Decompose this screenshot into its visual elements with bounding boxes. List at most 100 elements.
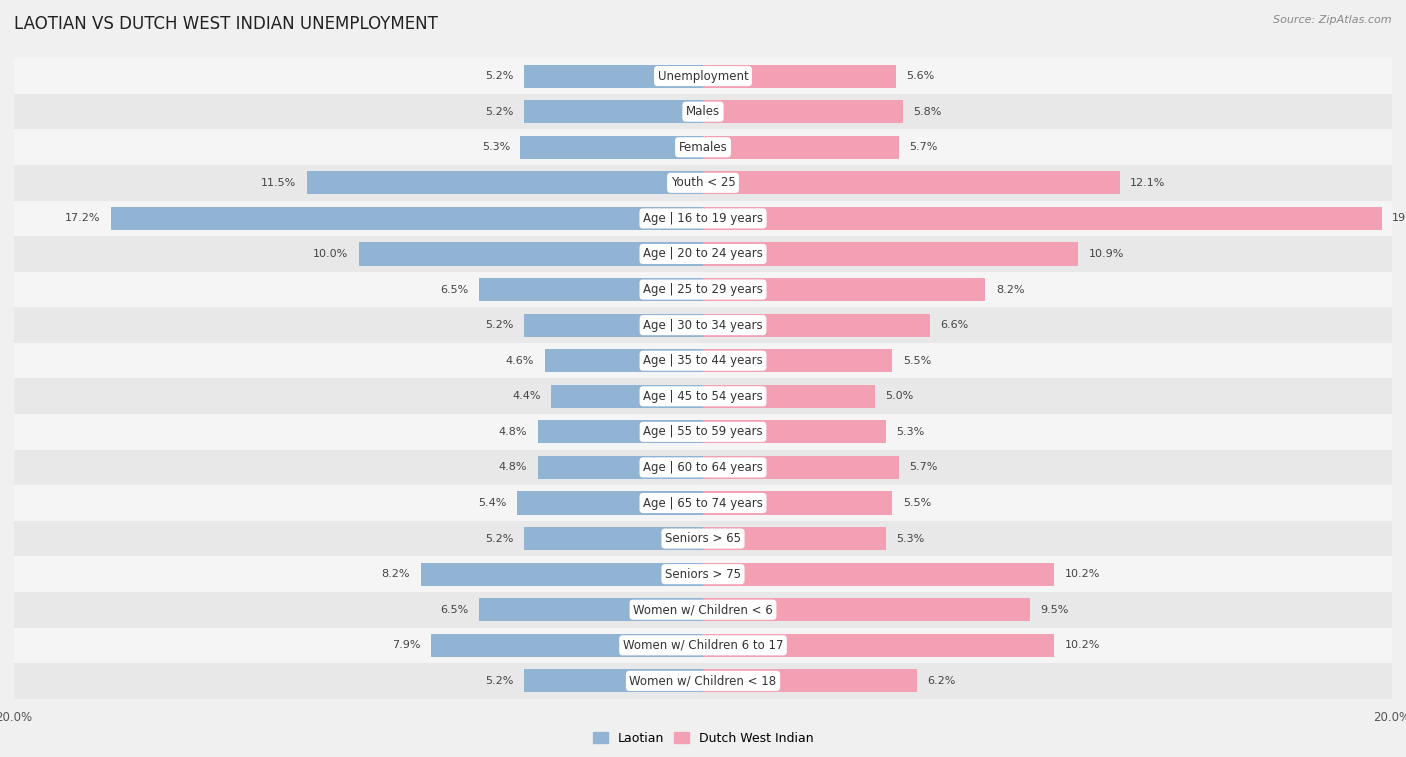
Text: Unemployment: Unemployment [658, 70, 748, 83]
Text: 5.2%: 5.2% [485, 676, 513, 686]
Text: Age | 30 to 34 years: Age | 30 to 34 years [643, 319, 763, 332]
Bar [14, 236, 1392, 272]
Text: Women w/ Children < 6: Women w/ Children < 6 [633, 603, 773, 616]
Bar [703, 385, 875, 408]
Text: 4.8%: 4.8% [499, 427, 527, 437]
Text: 8.2%: 8.2% [995, 285, 1025, 294]
Text: 5.2%: 5.2% [485, 107, 513, 117]
Bar [14, 592, 1392, 628]
Bar [703, 207, 1382, 230]
Text: Age | 20 to 24 years: Age | 20 to 24 years [643, 248, 763, 260]
Bar [14, 414, 1392, 450]
Bar [524, 64, 703, 88]
Text: 11.5%: 11.5% [262, 178, 297, 188]
Bar [14, 58, 1392, 94]
Text: 5.7%: 5.7% [910, 463, 938, 472]
Text: 5.2%: 5.2% [485, 534, 513, 544]
Bar [520, 136, 703, 159]
Bar [703, 242, 1078, 266]
Bar [14, 201, 1392, 236]
Text: 5.5%: 5.5% [903, 356, 931, 366]
Text: 10.0%: 10.0% [314, 249, 349, 259]
Bar [14, 556, 1392, 592]
Text: Age | 45 to 54 years: Age | 45 to 54 years [643, 390, 763, 403]
Text: 4.6%: 4.6% [506, 356, 534, 366]
Text: Women w/ Children 6 to 17: Women w/ Children 6 to 17 [623, 639, 783, 652]
Text: 5.3%: 5.3% [896, 427, 924, 437]
Bar [111, 207, 703, 230]
Bar [551, 385, 703, 408]
Bar [703, 313, 931, 337]
Text: 12.1%: 12.1% [1130, 178, 1166, 188]
Text: 6.6%: 6.6% [941, 320, 969, 330]
Bar [14, 521, 1392, 556]
Text: 6.2%: 6.2% [927, 676, 955, 686]
Text: 9.5%: 9.5% [1040, 605, 1069, 615]
Bar [14, 94, 1392, 129]
Text: 10.2%: 10.2% [1064, 569, 1099, 579]
Text: 6.5%: 6.5% [440, 605, 468, 615]
Bar [703, 491, 893, 515]
Bar [703, 634, 1054, 657]
Bar [524, 100, 703, 123]
Bar [544, 349, 703, 372]
Text: 7.9%: 7.9% [392, 640, 420, 650]
Bar [703, 527, 886, 550]
Text: LAOTIAN VS DUTCH WEST INDIAN UNEMPLOYMENT: LAOTIAN VS DUTCH WEST INDIAN UNEMPLOYMEN… [14, 15, 437, 33]
Bar [420, 562, 703, 586]
Bar [14, 628, 1392, 663]
Text: 10.2%: 10.2% [1064, 640, 1099, 650]
Bar [537, 456, 703, 479]
Text: 5.8%: 5.8% [912, 107, 942, 117]
Text: 4.4%: 4.4% [513, 391, 541, 401]
Bar [14, 307, 1392, 343]
Text: 8.2%: 8.2% [381, 569, 411, 579]
Bar [430, 634, 703, 657]
Text: Age | 65 to 74 years: Age | 65 to 74 years [643, 497, 763, 509]
Text: 19.7%: 19.7% [1392, 213, 1406, 223]
Bar [703, 278, 986, 301]
Bar [14, 450, 1392, 485]
Legend: Laotian, Dutch West Indian: Laotian, Dutch West Indian [588, 727, 818, 750]
Bar [537, 420, 703, 444]
Bar [703, 171, 1119, 195]
Bar [703, 598, 1031, 621]
Text: 5.3%: 5.3% [896, 534, 924, 544]
Bar [524, 669, 703, 693]
Text: Age | 16 to 19 years: Age | 16 to 19 years [643, 212, 763, 225]
Bar [307, 171, 703, 195]
Bar [359, 242, 703, 266]
Bar [14, 272, 1392, 307]
Bar [703, 562, 1054, 586]
Text: 6.5%: 6.5% [440, 285, 468, 294]
Text: 5.2%: 5.2% [485, 320, 513, 330]
Text: Women w/ Children < 18: Women w/ Children < 18 [630, 674, 776, 687]
Text: Youth < 25: Youth < 25 [671, 176, 735, 189]
Text: Age | 60 to 64 years: Age | 60 to 64 years [643, 461, 763, 474]
Bar [14, 165, 1392, 201]
Text: 5.5%: 5.5% [903, 498, 931, 508]
Text: Age | 35 to 44 years: Age | 35 to 44 years [643, 354, 763, 367]
Bar [524, 527, 703, 550]
Bar [14, 485, 1392, 521]
Bar [703, 349, 893, 372]
Bar [524, 313, 703, 337]
Bar [703, 420, 886, 444]
Text: 5.3%: 5.3% [482, 142, 510, 152]
Bar [14, 663, 1392, 699]
Text: Seniors > 65: Seniors > 65 [665, 532, 741, 545]
Text: Age | 55 to 59 years: Age | 55 to 59 years [643, 425, 763, 438]
Bar [14, 343, 1392, 378]
Bar [479, 278, 703, 301]
Text: 5.2%: 5.2% [485, 71, 513, 81]
Text: 5.7%: 5.7% [910, 142, 938, 152]
Bar [703, 64, 896, 88]
Bar [703, 456, 900, 479]
Bar [703, 100, 903, 123]
Bar [517, 491, 703, 515]
Bar [703, 136, 900, 159]
Text: Source: ZipAtlas.com: Source: ZipAtlas.com [1274, 15, 1392, 25]
Bar [479, 598, 703, 621]
Text: 5.0%: 5.0% [886, 391, 914, 401]
Text: 4.8%: 4.8% [499, 463, 527, 472]
